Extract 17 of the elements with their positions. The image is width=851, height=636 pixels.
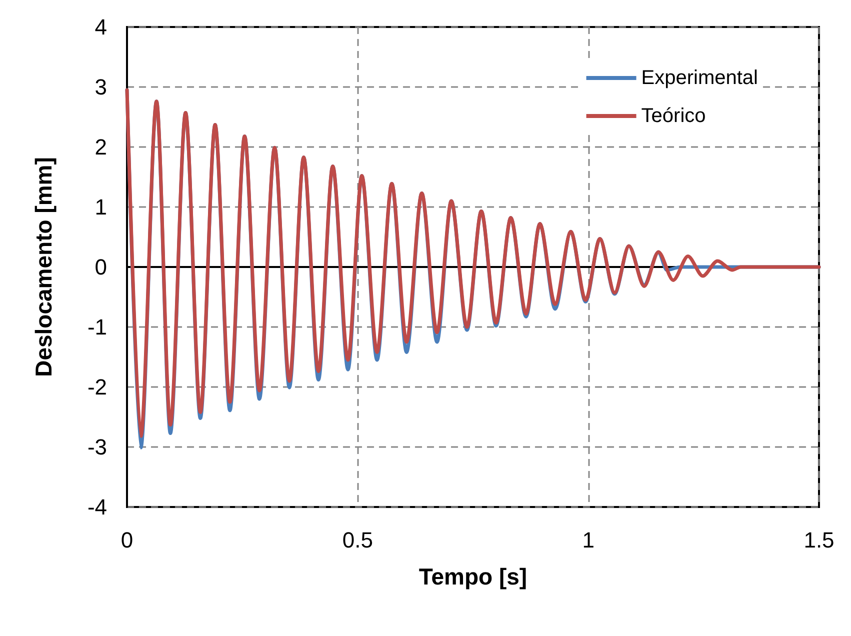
x-tick-label: 0	[120, 528, 134, 552]
y-tick-label: -4	[87, 494, 107, 520]
legend-label: Experimental	[641, 67, 758, 89]
x-axis-title: Tempo [s]	[418, 564, 528, 590]
x-tick-label: 1.5	[804, 528, 834, 552]
y-tick-label: -2	[87, 374, 107, 400]
y-tick-label: 2	[94, 134, 107, 160]
y-tick-label: 1	[94, 194, 107, 220]
y-tick-label: 0	[94, 254, 107, 280]
legend-label: Teórico	[641, 105, 706, 127]
y-axis-title: Deslocamento [mm]	[30, 157, 56, 377]
y-tick-label: -1	[87, 314, 107, 340]
x-tick-label: 0.5	[342, 528, 373, 552]
y-tick-label: 3	[94, 74, 107, 100]
x-tick-label: 1	[582, 528, 594, 552]
y-tick-label: -3	[87, 434, 107, 460]
y-tick-label: 4	[94, 14, 107, 40]
